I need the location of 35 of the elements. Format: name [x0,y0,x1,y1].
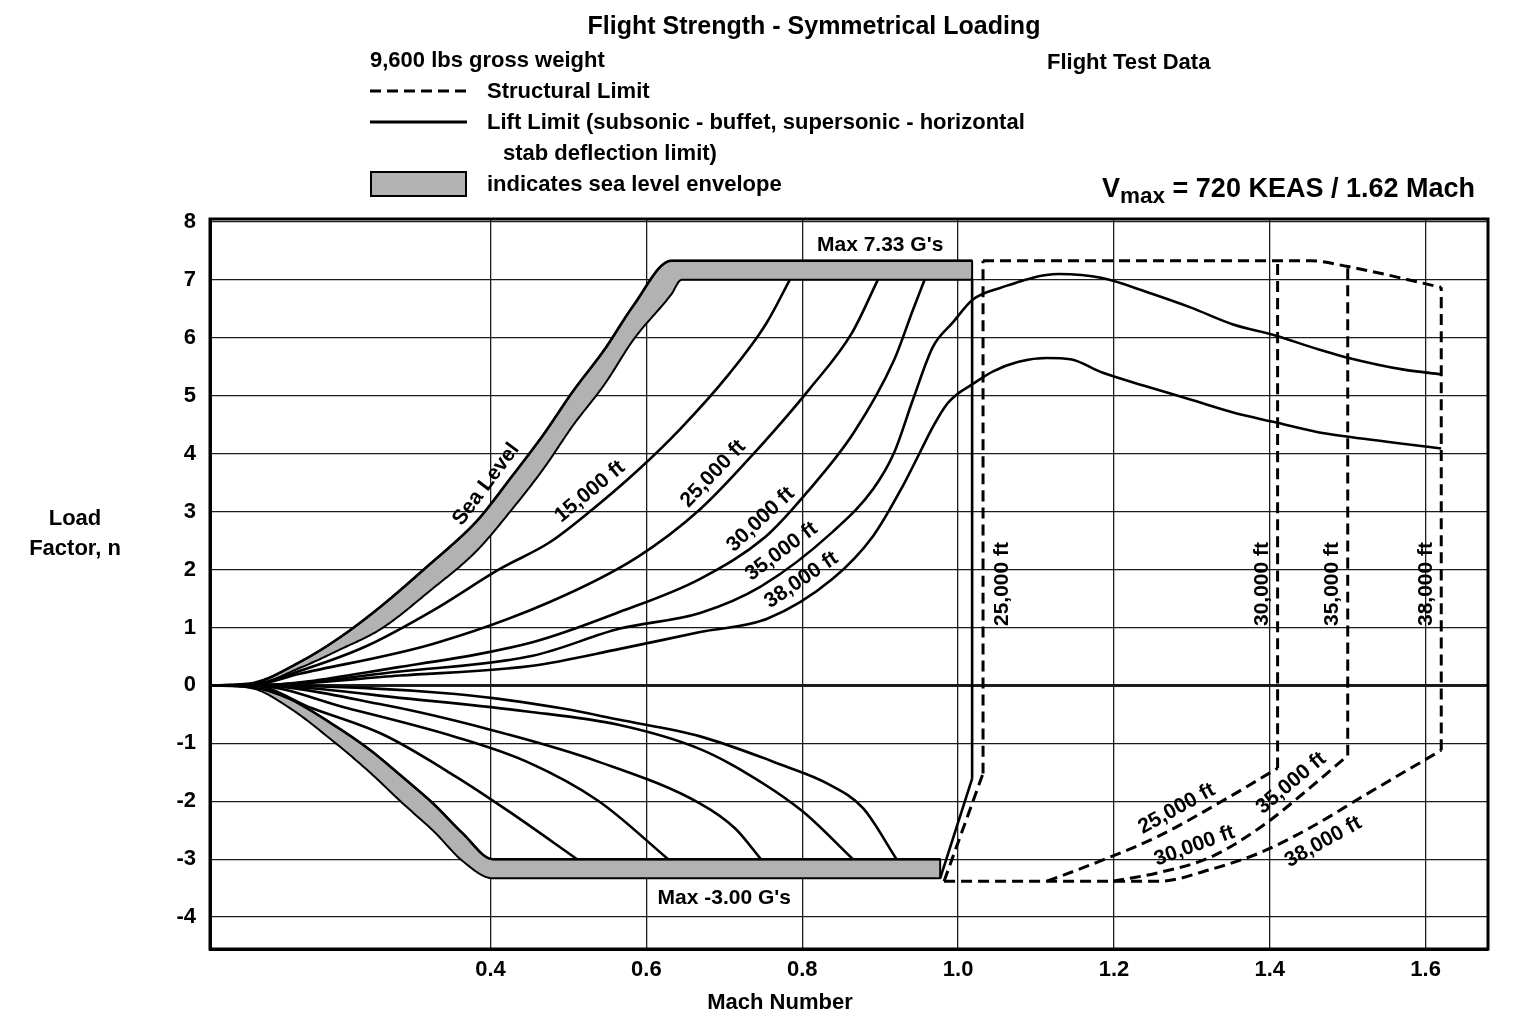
y-tick-label: 3 [183,497,196,523]
legend-label: indicates sea level envelope [487,170,783,198]
text: V$_{max}$ = 720 KEAS / 1.62 Mach [1102,172,1475,211]
y-tick-label: -4 [176,903,197,929]
annotation: 35,000 ft [1319,541,1343,627]
x-tick-label: 0.4 [475,956,507,982]
y-tick-label: 1 [183,613,196,639]
y-tick-label: -2 [176,787,196,813]
x-tick-label: 1.0 [942,956,974,982]
x-tick-label: 1.4 [1254,956,1286,982]
y-tick-label: 6 [183,323,196,349]
x-tick-label: 0.6 [631,956,662,982]
y-tick-label: 7 [183,265,196,291]
legend-label: Structural Limit [487,77,651,105]
annotation: Max -3.00 G's [657,884,792,908]
y-tick-label: 0 [183,671,196,697]
annotation: 38,000 ft [1412,541,1436,627]
x-tick-label: 1.2 [1098,956,1130,982]
annotation: 30,000 ft [1249,541,1273,627]
y-tick-label: 4 [183,439,197,465]
chart-title: Flight Strength - Symmetrical Loading [586,10,1042,41]
chart-subtitle: Flight Test Data [1047,48,1211,76]
y-tick-label: -1 [176,729,196,755]
annotation: 25,000 ft [988,541,1012,627]
y-tick-label: -3 [176,845,196,871]
x-tick-label: 0.8 [786,956,818,982]
x-axis-title: Mach Number [706,988,854,1016]
y-axis-title: Load Factor, n [28,504,122,562]
x-tick-label: 1.6 [1410,956,1441,982]
legend-label: Lift Limit (subsonic - buffet, supersonic - horizontal stab deflection limit) [487,108,1026,167]
annotation: Max 7.33 G's [816,232,944,256]
y-tick-label: 8 [183,207,196,233]
y-tick-label: 2 [183,555,196,581]
legend-title: 9,600 lbs gross weight [370,46,606,74]
y-tick-label: 5 [183,381,196,407]
